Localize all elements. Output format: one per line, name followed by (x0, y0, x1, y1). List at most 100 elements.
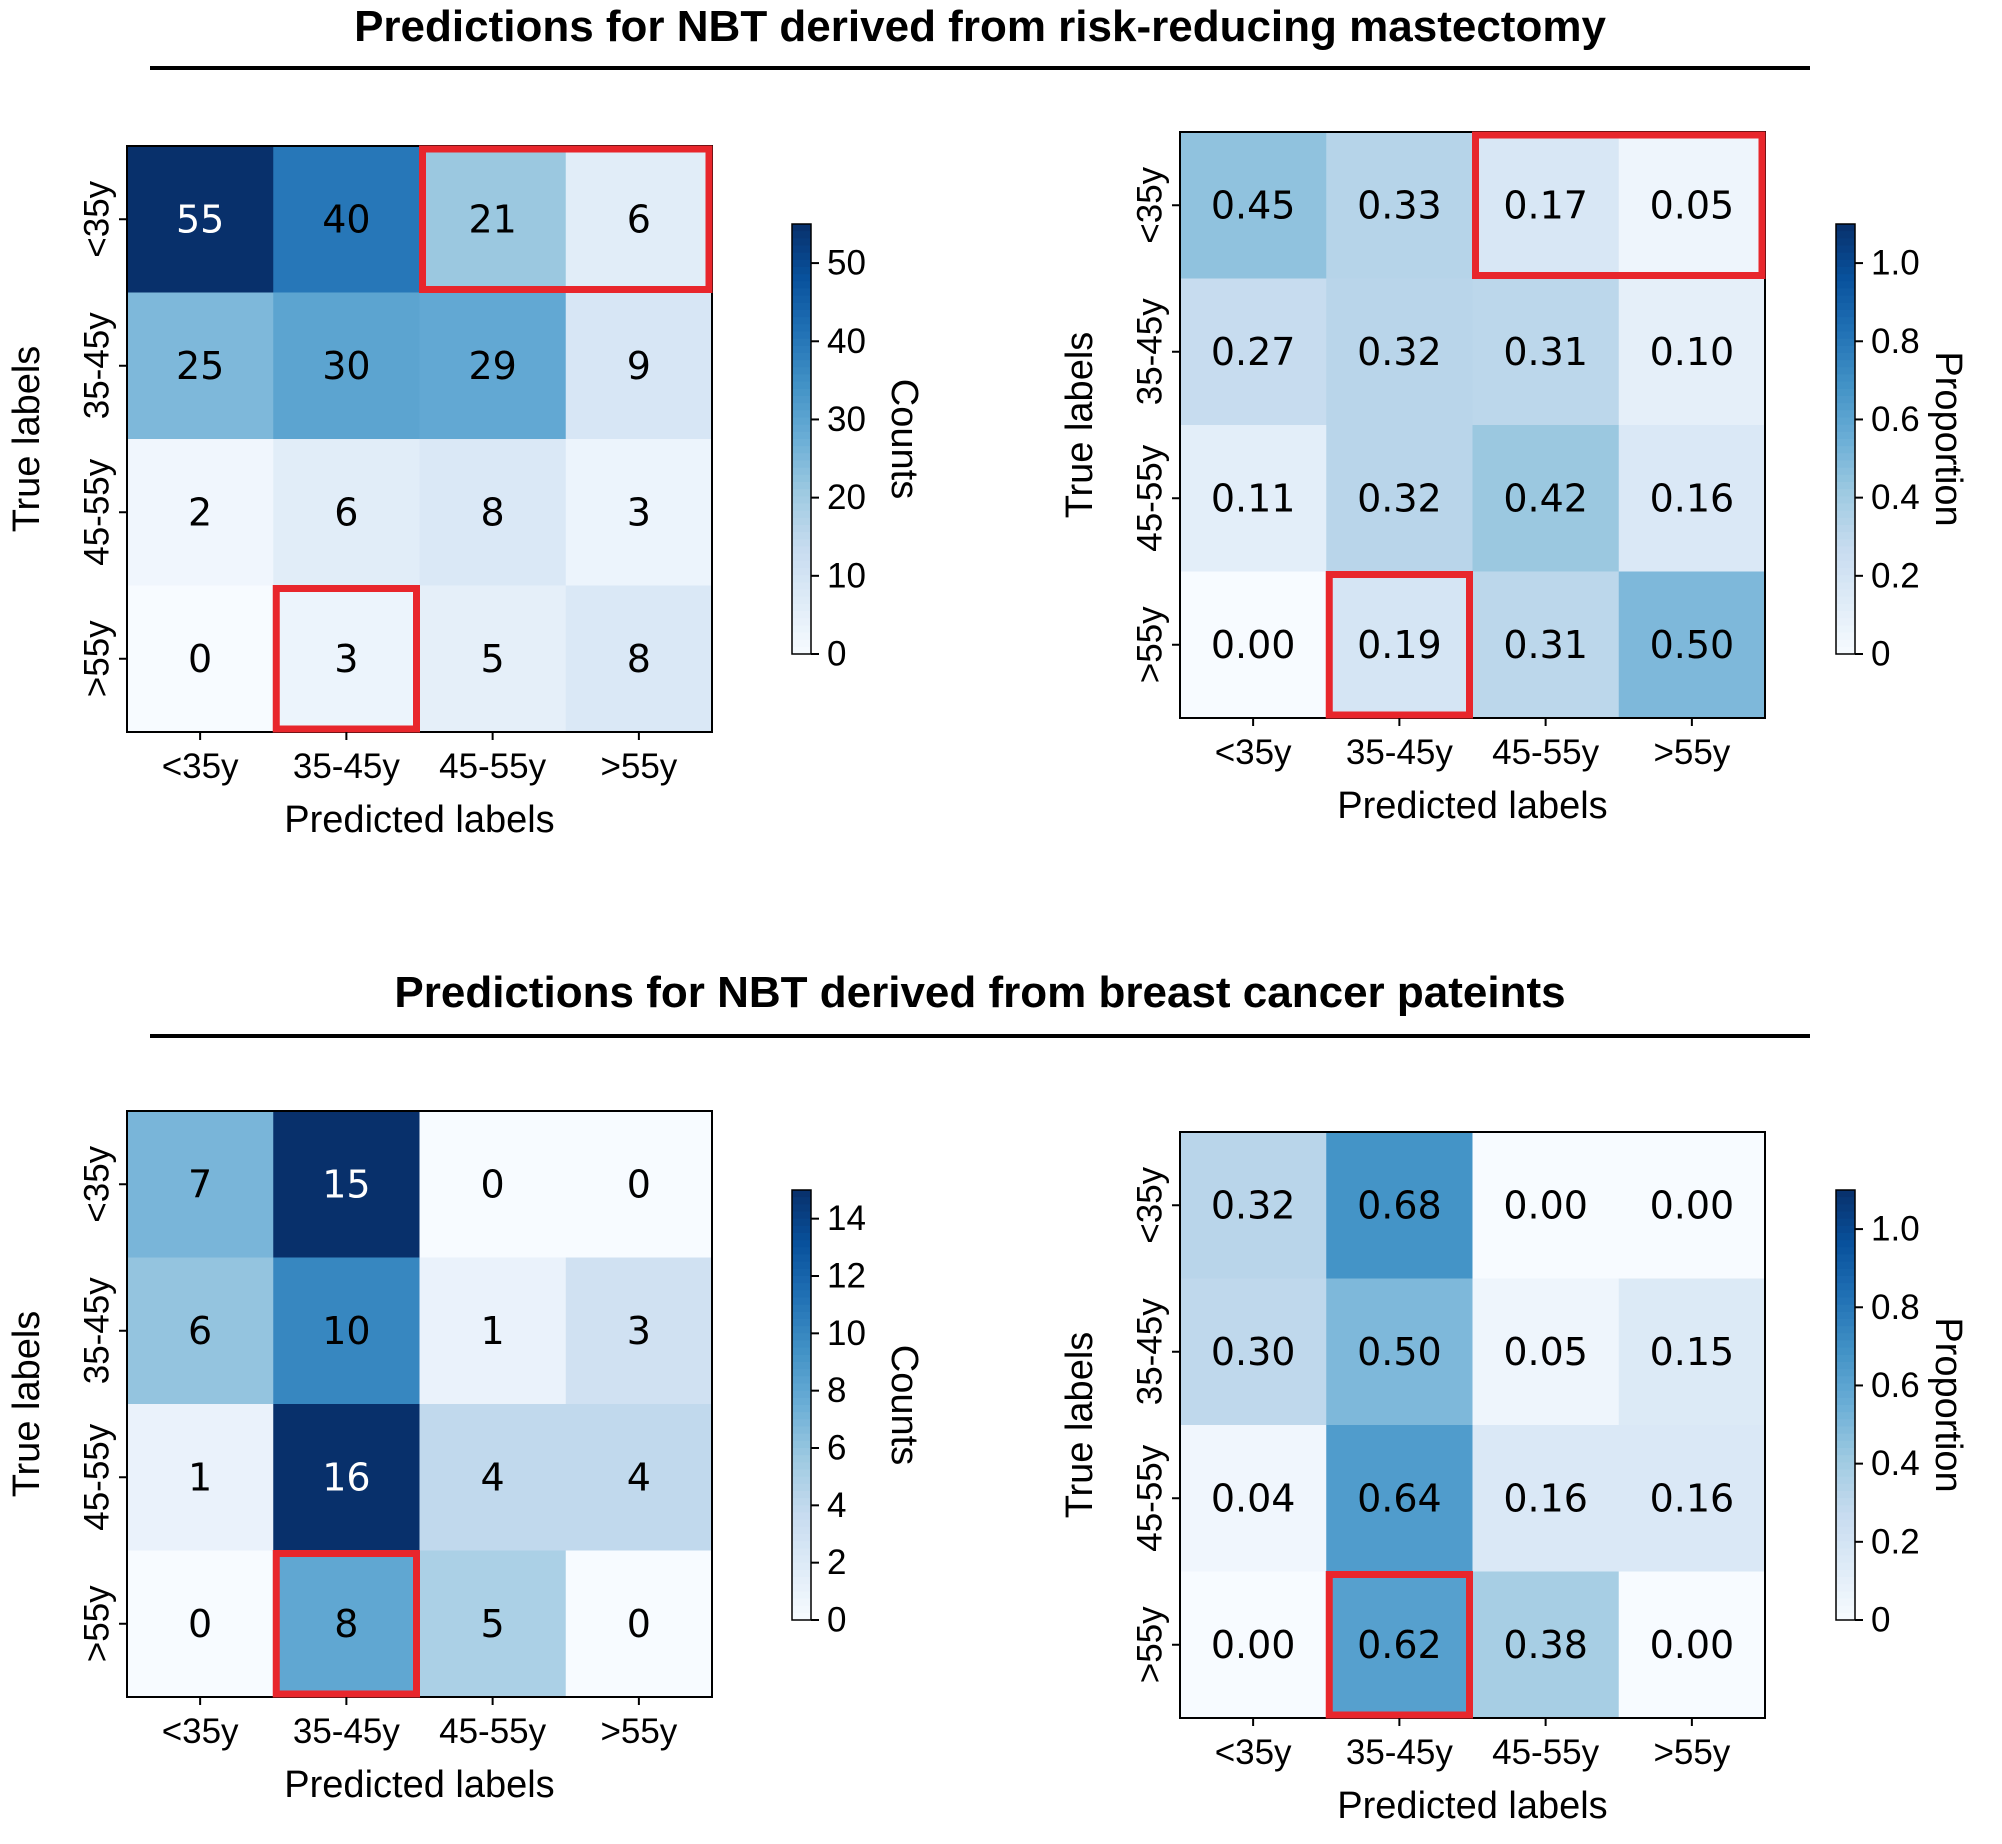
colorbar-segment (1836, 525, 1855, 533)
cell-value-label: 0.50 (1650, 623, 1735, 667)
colorbar-tick-label: 1.0 (1871, 1210, 1920, 1249)
cell-value-label: 4 (627, 1455, 651, 1499)
heatmap-cell (1326, 132, 1473, 279)
y-axis-label: True labels (1059, 1332, 1101, 1519)
colorbar-tick-label: 0.6 (1871, 400, 1920, 439)
cell-value-label: 0.00 (1211, 623, 1296, 667)
colorbar-segment (792, 353, 811, 361)
colorbar-segment (1836, 1254, 1855, 1263)
heatmap-cell (127, 585, 274, 733)
heatmap-cell (565, 585, 713, 733)
colorbar-tick-label: 6 (827, 1429, 846, 1468)
x-tick-label: 35-45y (293, 747, 401, 786)
heatmap-cell (419, 1257, 567, 1405)
heatmap-cell (1472, 132, 1620, 279)
colorbar-segment (792, 1448, 811, 1456)
cell-value-label: 0 (188, 637, 212, 681)
colorbar-segment (792, 1297, 811, 1306)
cell-value-label: 8 (481, 490, 505, 534)
colorbar-segment (1836, 317, 1855, 325)
y-tick-label: >55y (1131, 606, 1170, 683)
colorbar-segment (1836, 1390, 1855, 1399)
heatmap-cell (273, 1257, 420, 1405)
colorbar-tick-label: 1.0 (1871, 244, 1920, 283)
y-tick-label: <35y (1131, 1166, 1170, 1243)
colorbar-segment (792, 1254, 811, 1263)
cell-value-label: 0.15 (1650, 1330, 1735, 1374)
colorbar-segment (1836, 639, 1855, 648)
colorbar-segment (792, 1433, 811, 1442)
colorbar-segment (792, 1276, 811, 1284)
cell-value-label: 8 (334, 1602, 358, 1646)
colorbar-tick-label: 12 (827, 1257, 866, 1296)
cell-value-label: 0.05 (1650, 183, 1735, 227)
colorbar-segment (792, 1419, 811, 1428)
cell-value-label: 3 (627, 1309, 651, 1353)
section-title-bottom: Predictions for NBT derived from breast … (394, 968, 1566, 1017)
colorbar-segment (792, 510, 811, 519)
colorbar-segment (792, 1283, 811, 1291)
colorbar-tick-label: 0.4 (1871, 478, 1920, 517)
colorbar-segment (792, 381, 811, 390)
colorbar-segment (792, 539, 811, 548)
colorbar-segment (1836, 353, 1855, 361)
colorbar-segment (1836, 1505, 1855, 1514)
colorbar-segment (792, 1577, 811, 1585)
colorbar-segment (1836, 1462, 1855, 1471)
colorbar-segment (792, 525, 811, 533)
colorbar-segment (1836, 532, 1855, 540)
colorbar-segment (1836, 596, 1855, 605)
highlight-box (1325, 1571, 1473, 1719)
colorbar-segment (1836, 1354, 1855, 1363)
colorbar-segment (792, 618, 811, 626)
highlight-box (272, 585, 420, 733)
colorbar-segment (792, 431, 811, 440)
colorbar-segment (1836, 1347, 1855, 1356)
colorbar-segment (1836, 374, 1855, 383)
colorbar-segment (792, 582, 811, 591)
cell-value-label: 1 (188, 1455, 212, 1499)
cell-value-label: 1 (481, 1309, 505, 1353)
heatmap-cell (127, 1111, 274, 1258)
section-rule-bottom (150, 1034, 1810, 1038)
colorbar-segment (1836, 1190, 1855, 1198)
colorbar-segment (1836, 1311, 1855, 1320)
colorbar-segment (792, 625, 811, 634)
colorbar-segment (792, 1333, 811, 1342)
highlight-box (1472, 131, 1766, 279)
cell-value-label: 0 (627, 1602, 651, 1646)
x-tick-label: 45-55y (439, 747, 547, 786)
colorbar-segment (1836, 1534, 1855, 1542)
colorbar-segment (792, 1405, 811, 1413)
colorbar-label: Proportion (1927, 1317, 1969, 1492)
colorbar-segment (792, 1498, 811, 1506)
heatmap-cell (273, 1404, 420, 1551)
heatmap-cell (1472, 278, 1620, 426)
heatmap-cell (127, 292, 274, 440)
colorbar-segment (792, 1240, 811, 1248)
cell-value-label: 0 (188, 1602, 212, 1646)
colorbar-segment (792, 1362, 811, 1370)
heatmap-cell (1472, 1278, 1620, 1426)
colorbar-segment (792, 1268, 811, 1277)
colorbar-segment (1836, 603, 1855, 612)
cell-value-label: 0.31 (1503, 330, 1588, 374)
heatmap-cell (1618, 1425, 1766, 1572)
colorbar-segment (1836, 503, 1855, 512)
colorbar-segment (1836, 1218, 1855, 1227)
colorbar-segment (1836, 302, 1855, 311)
cell-value-label: 0.30 (1211, 1330, 1296, 1374)
colorbar-segment (1836, 310, 1855, 318)
colorbar-segment (1836, 453, 1855, 462)
heatmap-cell (1180, 1278, 1327, 1426)
cell-value-label: 0.00 (1650, 1623, 1735, 1667)
heatmap-cell (1618, 571, 1766, 719)
colorbar-frame (791, 223, 812, 655)
colorbar-segment (1836, 1376, 1855, 1385)
colorbar-segment (792, 546, 811, 555)
colorbar-segment (1836, 1397, 1855, 1406)
colorbar-segment (792, 575, 811, 583)
heatmap-cell (1472, 1132, 1620, 1279)
cell-value-label: 0.10 (1650, 330, 1735, 374)
